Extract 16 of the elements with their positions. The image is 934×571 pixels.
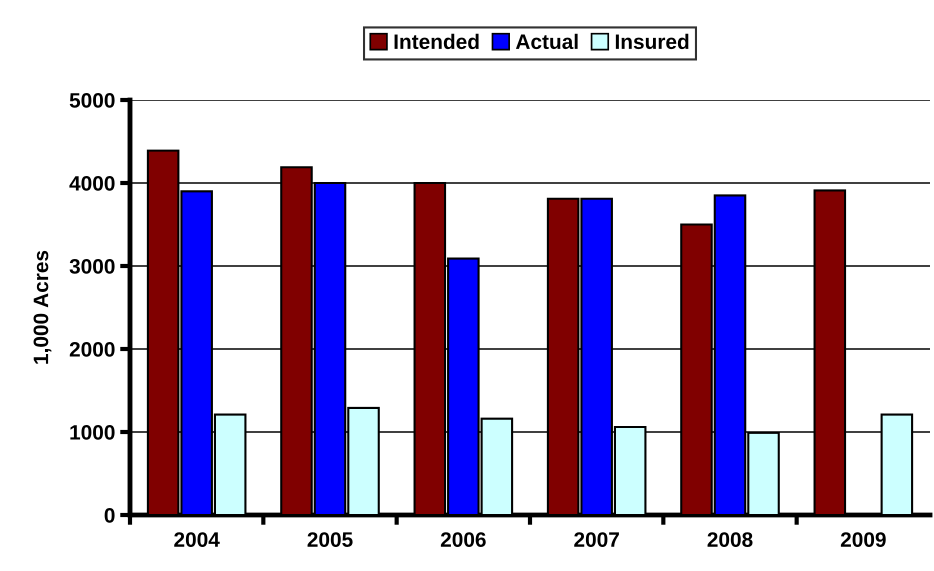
x-tick-label: 2004 xyxy=(174,532,220,547)
x-tick-label: 2008 xyxy=(708,532,753,547)
x-tick-label: 2007 xyxy=(574,532,619,547)
y-tick-label: 0 xyxy=(104,508,115,523)
y-tick-label: 4000 xyxy=(69,176,115,191)
x-tick-label: 2005 xyxy=(308,532,353,547)
x-tick-label: 2009 xyxy=(840,532,886,547)
y-tick-label: 3000 xyxy=(70,259,115,274)
x-tick-label: 2006 xyxy=(440,532,486,547)
legend-label: Intended xyxy=(394,34,479,50)
y-tick-label: 2000 xyxy=(70,342,115,357)
y-tick-label: 5000 xyxy=(70,93,115,108)
y-tick-label: 1000 xyxy=(70,425,115,440)
y-axis-title: 1,000 Acres xyxy=(34,250,52,364)
legend-label: Actual xyxy=(516,34,578,50)
legend-label: Insured xyxy=(616,34,688,50)
